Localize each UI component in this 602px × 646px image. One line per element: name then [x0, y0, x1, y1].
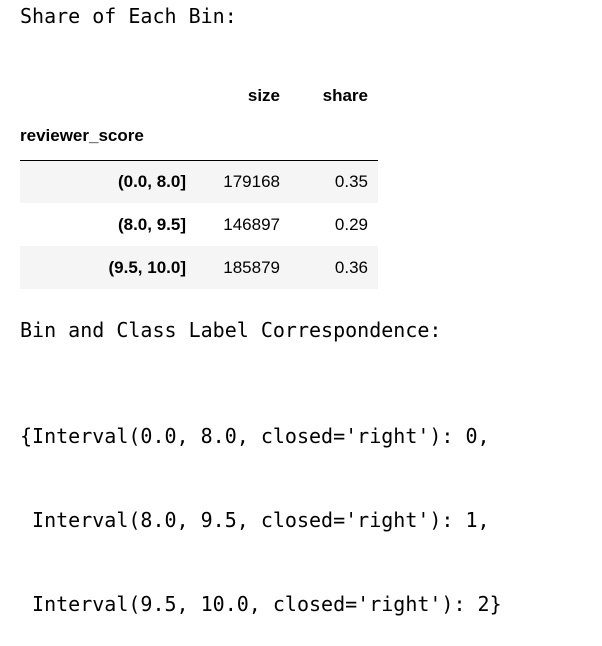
cell-share: 0.35: [334, 171, 368, 191]
row-index: (8.0, 9.5]: [117, 214, 186, 234]
cell-size: 146897: [223, 214, 280, 234]
cell-size: 179168: [223, 171, 280, 191]
column-header-size: size: [247, 86, 280, 105]
share-table: size share reviewer_score (0.0, 8.0] 179…: [20, 80, 378, 289]
index-name: reviewer_score: [20, 112, 198, 161]
table-row: (8.0, 9.5] 146897 0.29: [20, 203, 378, 246]
mapping-line: {Interval(0.0, 8.0, closed='right'): 0,: [20, 424, 490, 448]
table-header-row: size share: [20, 80, 378, 112]
index-name-filler-share: [292, 112, 378, 161]
cell-share: 0.29: [334, 214, 368, 234]
column-header-share: share: [322, 86, 368, 105]
bin-label-heading: Bin and Class Label Correspondence:: [20, 318, 442, 342]
index-header-blank: [20, 80, 198, 112]
row-index: (0.0, 8.0]: [117, 171, 186, 191]
index-name-row: reviewer_score: [20, 112, 378, 161]
cell-share: 0.36: [334, 257, 368, 277]
table-row: (0.0, 8.0] 179168 0.35: [20, 160, 378, 203]
table-row: (9.5, 10.0] 185879 0.36: [20, 246, 378, 289]
cell-size: 185879: [223, 257, 280, 277]
share-heading: Share of Each Bin:: [20, 4, 237, 28]
mapping-line: Interval(8.0, 9.5, closed='right'): 1,: [20, 508, 490, 532]
mapping-line: Interval(9.5, 10.0, closed='right'): 2}: [20, 592, 502, 616]
index-name-filler-size: [198, 112, 292, 161]
bin-label-mapping: {Interval(0.0, 8.0, closed='right'): 0, …: [20, 366, 502, 646]
row-index: (9.5, 10.0]: [108, 257, 187, 277]
